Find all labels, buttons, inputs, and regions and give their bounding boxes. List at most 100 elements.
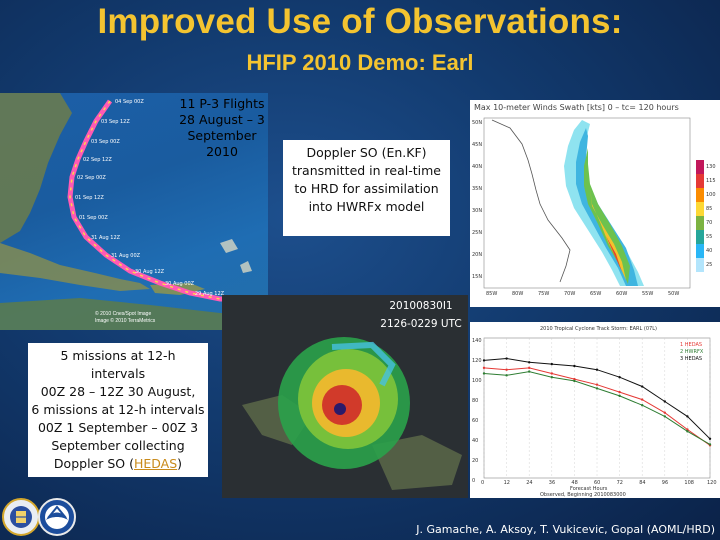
track-label: 04 Sep 00Z <box>115 99 144 105</box>
swath-legend-swatch <box>696 216 704 230</box>
swath-legend-tick: 40 <box>706 248 712 254</box>
swath-x-tick: 65W <box>590 291 601 297</box>
copyright-2: Image © 2010 TerraMetrics <box>95 317 156 324</box>
commerce-seal-graphic <box>10 506 32 528</box>
swath-legend-tick: 115 <box>706 178 716 184</box>
intensity-x-tick: 48 <box>571 480 577 486</box>
intensity-point <box>663 415 666 418</box>
track-label: 03 Sep 00Z <box>91 139 120 145</box>
swath-legend-swatch <box>696 202 704 216</box>
swath-legend-tick: 70 <box>706 220 712 226</box>
hedas-link[interactable]: HEDAS <box>133 456 178 471</box>
wind-swath-graphic: Max 10-meter Winds Swath [kts] 0 – tc= 1… <box>472 103 716 297</box>
swath-x-tick: 60W <box>616 291 627 297</box>
intensity-legend-entry: 2 HWRFX <box>680 349 704 355</box>
swath-x-tick: 75W <box>538 291 549 297</box>
doppler-note-line: into HWRFx model <box>308 199 425 214</box>
intensity-y-tick: 100 <box>472 378 482 384</box>
flights-note-line: 11 P-3 Flights <box>179 96 265 111</box>
islands <box>220 239 252 273</box>
swath-legend-tick: 55 <box>706 234 712 240</box>
missions-suffix: ) <box>177 456 183 471</box>
intensity-x-tick: 60 <box>594 480 600 486</box>
intensity-y-tick: 80 <box>472 398 478 404</box>
swath-outer <box>564 120 644 286</box>
intensity-point <box>482 359 486 362</box>
swath-y-tick: 30N <box>472 208 482 214</box>
swath-legend-tick: 25 <box>706 262 712 268</box>
intensity-point <box>686 415 689 418</box>
intensity-point <box>708 437 712 440</box>
missions-note-line: September collecting <box>51 438 185 453</box>
intensity-y-tick: 40 <box>472 438 478 444</box>
intensity-point <box>618 376 621 379</box>
intensity-legend-entry: 1 HEDAS <box>680 342 702 348</box>
intensity-point <box>528 361 531 364</box>
swath-legend-swatch <box>696 230 704 244</box>
intensity-y-tick: 140 <box>472 338 482 344</box>
swath-legend-tick: 100 <box>706 192 716 198</box>
track-label: 01 Sep 12Z <box>75 195 104 201</box>
intensity-point <box>663 411 666 414</box>
intensity-point <box>641 398 644 401</box>
south-america <box>0 298 268 330</box>
noaa-logo-graphic <box>45 505 69 529</box>
swath-y-tick: 50N <box>472 120 482 126</box>
swath-legend-swatch <box>696 258 704 272</box>
intensity-y-tick: 60 <box>472 418 478 424</box>
intensity-y-tick: 0 <box>472 478 475 484</box>
intensity-x-tick: 72 <box>617 480 623 486</box>
radar-graphic <box>242 337 462 490</box>
swath-legend-swatch <box>696 244 704 258</box>
swath-y-tick: 40N <box>472 164 482 170</box>
intensity-chart: 2010 Tropical Cyclone Track Storm: EARL … <box>470 322 720 498</box>
intensity-x-tick: 120 <box>707 480 717 486</box>
intensity-point <box>528 366 531 370</box>
copyright-1: © 2010 Cnes/Spot Image <box>95 310 151 317</box>
intensity-x-tick: 96 <box>662 480 668 486</box>
earl-track-points <box>69 100 250 300</box>
missions-note-line-last: Doppler SO (HEDAS) <box>28 455 208 473</box>
swath-x-tick: 55W <box>642 291 653 297</box>
track-label: 30 Aug 12Z <box>135 269 165 275</box>
intensity-point <box>573 379 576 383</box>
missions-note-line: 5 missions at 12-h <box>60 348 176 363</box>
swath-legend-swatch <box>696 160 704 174</box>
flights-note: 11 P-3 Flights 28 August – 3 September 2… <box>170 96 274 160</box>
intensity-footer-1: Forecast Hours <box>570 486 608 492</box>
intensity-point <box>550 376 553 379</box>
intensity-x-tick: 24 <box>526 480 532 486</box>
intensity-y-tick: 20 <box>472 458 478 464</box>
intensity-point <box>641 404 644 407</box>
intensity-point <box>550 362 553 366</box>
radar-caption-line: 20100830I1 <box>389 300 453 312</box>
missions-prefix: Doppler SO ( <box>53 456 134 471</box>
intensity-point <box>550 372 553 375</box>
swath-y-tick: 20N <box>472 252 482 258</box>
noaa-logo <box>38 498 76 536</box>
radar-band <box>331 341 396 387</box>
flights-note-line: 28 August – 3 <box>179 112 265 127</box>
commerce-seal-logo <box>2 498 40 536</box>
track-label: 02 Sep 12Z <box>83 157 112 163</box>
radar-panel <box>222 295 468 498</box>
swath-band-3 <box>584 148 630 284</box>
swath-core <box>600 220 622 272</box>
intensity-x-tick: 0 <box>481 480 484 486</box>
intensity-point <box>663 400 666 403</box>
wind-swath-chart: Max 10-meter Winds Swath [kts] 0 – tc= 1… <box>470 100 720 307</box>
intensity-footer-2: Observed, Beginning 2010083000 <box>540 492 626 498</box>
intensity-point <box>505 368 508 371</box>
swath-title: Max 10-meter Winds Swath [kts] 0 – tc= 1… <box>474 103 679 112</box>
swath-x-tick: 85W <box>486 291 497 297</box>
swath-y-tick: 35N <box>472 186 482 192</box>
swath-legend-swatch <box>696 188 704 202</box>
intensity-point <box>505 374 508 377</box>
intensity-point <box>686 430 689 433</box>
slide-title: Improved Use of Observations: <box>97 2 623 41</box>
intensity-legend-entry: 3 HEDAS <box>680 356 702 362</box>
intensity-point <box>573 377 576 381</box>
swath-x-tick: 50W <box>668 291 679 297</box>
track-label: 01 Sep 00Z <box>79 215 108 221</box>
swath-band-2 <box>576 128 638 286</box>
